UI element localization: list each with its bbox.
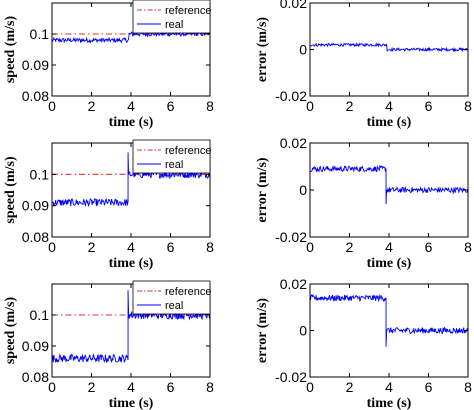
y-axis-label: speed (m/s) — [3, 16, 18, 84]
x-tick-label: 0 — [48, 379, 56, 395]
x-tick-label: 6 — [425, 239, 433, 255]
x-tick-label: 4 — [385, 98, 393, 114]
y-tick-label: 0 — [299, 42, 307, 58]
x-tick-label: 0 — [306, 98, 314, 114]
legend: reference real — [132, 139, 211, 174]
y-tick-label: 0.1 — [30, 307, 50, 323]
chart-panel-1: 0 2 4 6 8 0.08 0.09 0.1 time (s) speed (m/s) refer… — [3, 0, 214, 130]
series-group — [310, 293, 468, 347]
y-tick-label: 0 — [299, 323, 307, 339]
x-axis-label: time (s) — [367, 396, 412, 410]
x-tick-label: 2 — [346, 98, 354, 114]
x-tick-label: 2 — [88, 98, 96, 114]
legend-box — [132, 139, 211, 174]
series-group — [52, 290, 210, 364]
y-tick-label: 0.08 — [22, 369, 49, 385]
x-tick-label: 6 — [167, 98, 175, 114]
y-tick-label: 0 — [299, 182, 307, 198]
y-tick-label: -0.02 — [275, 369, 307, 385]
y-tick-label: 0.02 — [280, 135, 307, 151]
x-tick-label: 6 — [167, 239, 175, 255]
y-tick-label: 0.08 — [22, 229, 49, 245]
legend-label-reference: reference — [165, 5, 211, 17]
legend-label-reference: reference — [165, 145, 211, 157]
legend-label-real: real — [165, 300, 183, 312]
legend-box — [132, 0, 211, 34]
x-tick-label: 0 — [306, 379, 314, 395]
x-tick-label: 0 — [306, 239, 314, 255]
series-line-error — [310, 293, 468, 347]
x-tick-label: 6 — [425, 379, 433, 395]
y-tick-label: 0.09 — [22, 198, 49, 214]
legend-label-real: real — [165, 19, 183, 31]
legend: reference real — [132, 280, 211, 315]
y-tick-label: 0.02 — [280, 276, 307, 292]
x-axis-label: time (s) — [109, 256, 154, 271]
y-tick-label: 0.09 — [22, 57, 49, 73]
y-axis-label: error (m/s) — [255, 298, 270, 364]
x-tick-label: 4 — [127, 379, 135, 395]
chart-panel-5: 0 2 4 6 8 0.08 0.09 0.1 time (s) speed (m/s) refer… — [3, 280, 214, 410]
y-axis-label: error (m/s) — [255, 157, 270, 223]
y-tick-label: 0.08 — [22, 88, 49, 104]
series-line-real — [52, 290, 210, 364]
y-axis-label: speed (m/s) — [3, 297, 18, 365]
legend: reference real — [132, 0, 211, 34]
y-tick-label: 0.1 — [30, 26, 50, 42]
legend-label-real: real — [165, 159, 183, 171]
y-tick-label: 0.02 — [280, 0, 307, 11]
legend-label-reference: reference — [165, 286, 211, 298]
y-tick-label: -0.02 — [275, 229, 307, 245]
series-line-real — [52, 152, 210, 208]
legend-box — [132, 280, 211, 315]
x-tick-label: 4 — [385, 379, 393, 395]
x-tick-label: 8 — [464, 239, 472, 255]
x-tick-label: 6 — [167, 379, 175, 395]
chart-panel-3: 0 2 4 6 8 0.08 0.09 0.1 time (s) speed (m/s) refer… — [3, 139, 214, 271]
series-line-error — [310, 164, 468, 205]
x-tick-label: 8 — [206, 379, 214, 395]
y-tick-label: -0.02 — [275, 88, 307, 104]
y-tick-label: 0.09 — [22, 338, 49, 354]
series-group — [52, 30, 210, 44]
x-tick-label: 4 — [127, 98, 135, 114]
x-axis-label: time (s) — [109, 115, 154, 130]
x-tick-label: 2 — [346, 379, 354, 395]
x-tick-label: 8 — [206, 239, 214, 255]
x-tick-label: 8 — [464, 98, 472, 114]
x-tick-label: 4 — [385, 239, 393, 255]
x-tick-label: 8 — [206, 98, 214, 114]
x-tick-label: 2 — [346, 239, 354, 255]
series-group — [52, 152, 210, 208]
y-axis-label: error (m/s) — [255, 17, 270, 83]
x-tick-label: 0 — [48, 98, 56, 114]
series-line-error — [310, 41, 468, 53]
series-line-real — [52, 30, 210, 44]
x-axis-label: time (s) — [367, 115, 412, 130]
series-group — [310, 164, 468, 205]
x-tick-label: 0 — [48, 239, 56, 255]
x-tick-label: 2 — [88, 379, 96, 395]
y-tick-label: 0.1 — [30, 166, 50, 182]
x-tick-label: 2 — [88, 239, 96, 255]
x-axis-label: time (s) — [109, 396, 154, 410]
x-tick-label: 4 — [127, 239, 135, 255]
x-axis-label: time (s) — [367, 256, 412, 271]
x-tick-label: 8 — [464, 379, 472, 395]
y-axis-label: speed (m/s) — [3, 156, 18, 224]
series-group — [310, 41, 468, 53]
x-tick-label: 6 — [425, 98, 433, 114]
